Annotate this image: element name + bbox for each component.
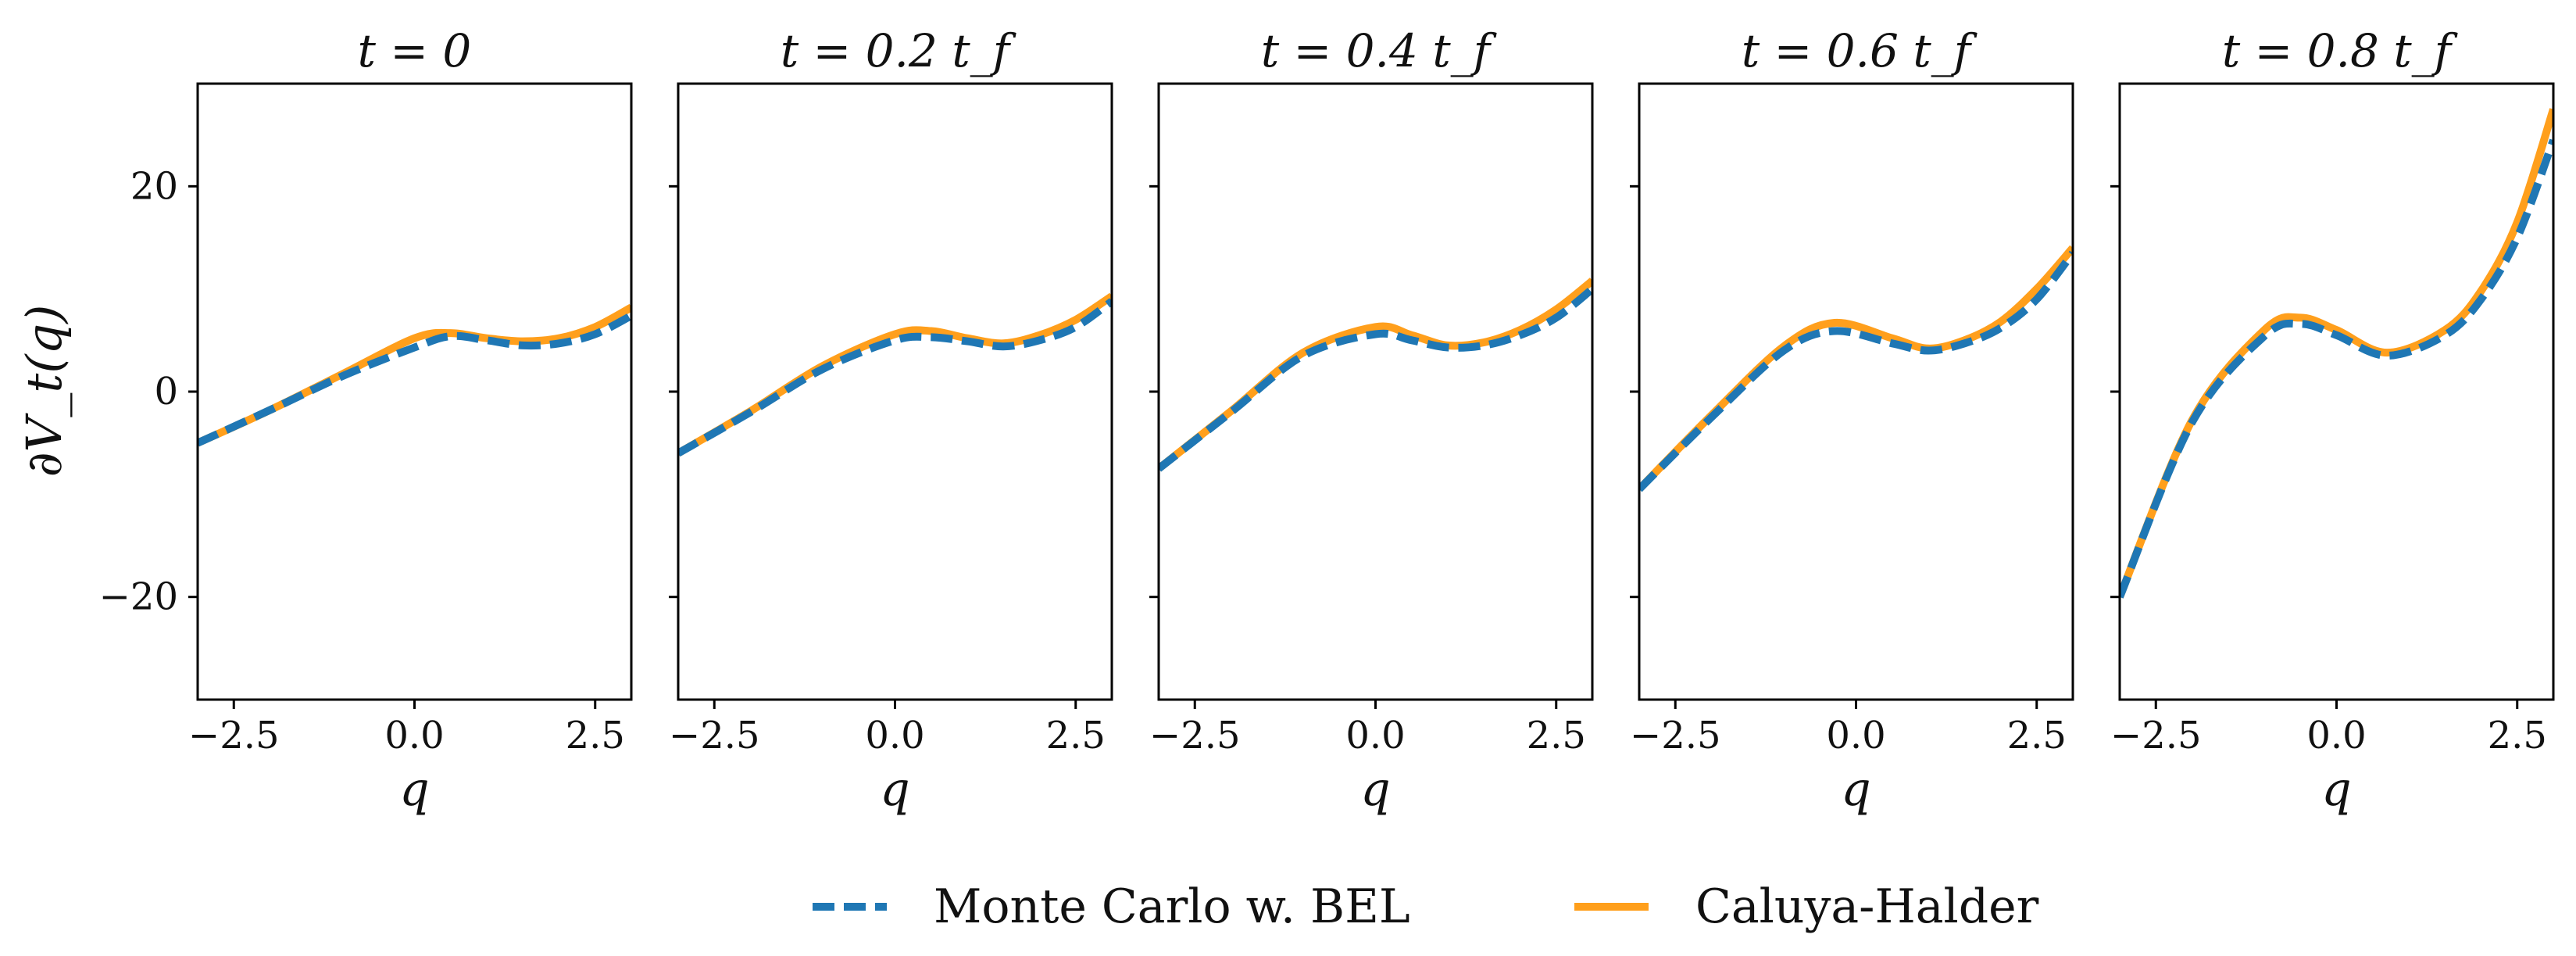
x-axis-label: q xyxy=(1360,762,1390,817)
y-tick-label: −20 xyxy=(99,575,178,619)
panels: t = 0 −2.5 0.0 2.5 q 20 0 −20 t = 0.2 t_f −2.5 0.0… xyxy=(99,24,2555,817)
x-axis-label: q xyxy=(880,762,909,817)
y-tick-label: 20 xyxy=(130,164,178,208)
series-monte-carlo xyxy=(2120,138,2553,599)
panel-title: t = 0.2 t_f xyxy=(781,24,1017,77)
panel-title: t = 0 xyxy=(358,24,472,77)
plot-frame xyxy=(2118,82,2555,701)
x-axis-label: q xyxy=(399,762,429,817)
series-monte-carlo xyxy=(1639,250,2073,492)
panel-title: t = 0.4 t_f xyxy=(1261,24,1498,77)
panel-title: t = 0.8 t_f xyxy=(2222,24,2459,77)
panel-1: t = 0 −2.5 0.0 2.5 q 20 0 −20 xyxy=(99,24,633,817)
plot-frame xyxy=(677,82,1113,701)
x-tick-label: 0.0 xyxy=(2306,714,2366,757)
series-caluya-halder xyxy=(1639,245,2073,492)
series-monte-carlo xyxy=(1159,285,1592,472)
x-axis-label: q xyxy=(2321,762,2351,817)
x-tick-label: −2.5 xyxy=(188,714,280,757)
series-caluya-halder xyxy=(678,292,1112,457)
x-tick-label: −2.5 xyxy=(1630,714,1721,757)
series-caluya-halder xyxy=(1159,277,1592,472)
x-tick-label: 2.5 xyxy=(2007,714,2067,757)
x-tick-label: 2.5 xyxy=(2488,714,2547,757)
series-monte-carlo xyxy=(198,312,631,447)
panel-4: t = 0.6 t_f −2.5 0.0 2.5 q xyxy=(1630,24,2074,817)
x-tick-label: 0.0 xyxy=(1345,714,1405,757)
legend: Monte Carlo w. BEL Caluya-Halder xyxy=(813,879,2039,934)
x-tick-label: −2.5 xyxy=(2110,714,2202,757)
panel-5: t = 0.8 t_f −2.5 0.0 2.5 q xyxy=(2110,24,2555,817)
x-tick-label: 2.5 xyxy=(1527,714,1586,757)
x-tick-label: −2.5 xyxy=(1149,714,1241,757)
x-tick-label: 0.0 xyxy=(865,714,924,757)
y-axis-label: ∂V_t(q) xyxy=(16,305,73,478)
plot-frame xyxy=(196,82,633,701)
plot-frame xyxy=(1638,82,2074,701)
legend-label-caluya-halder: Caluya-Halder xyxy=(1695,879,2039,934)
x-tick-label: 0.0 xyxy=(1826,714,1885,757)
series-caluya-halder xyxy=(198,303,631,447)
plot-frame xyxy=(1157,82,1594,701)
x-tick-label: −2.5 xyxy=(669,714,760,757)
panel-2: t = 0.2 t_f −2.5 0.0 2.5 q xyxy=(669,24,1113,817)
x-tick-label: 2.5 xyxy=(1046,714,1106,757)
panel-title: t = 0.6 t_f xyxy=(1742,24,1978,77)
legend-label-monte-carlo: Monte Carlo w. BEL xyxy=(934,879,1410,934)
x-axis-label: q xyxy=(1841,762,1870,817)
y-tick-label: 0 xyxy=(154,370,178,414)
panel-3: t = 0.4 t_f −2.5 0.0 2.5 q xyxy=(1149,24,1594,817)
x-tick-label: 2.5 xyxy=(566,714,625,757)
x-tick-label: 0.0 xyxy=(384,714,444,757)
series-monte-carlo xyxy=(678,298,1112,457)
series-caluya-halder xyxy=(2120,108,2553,599)
